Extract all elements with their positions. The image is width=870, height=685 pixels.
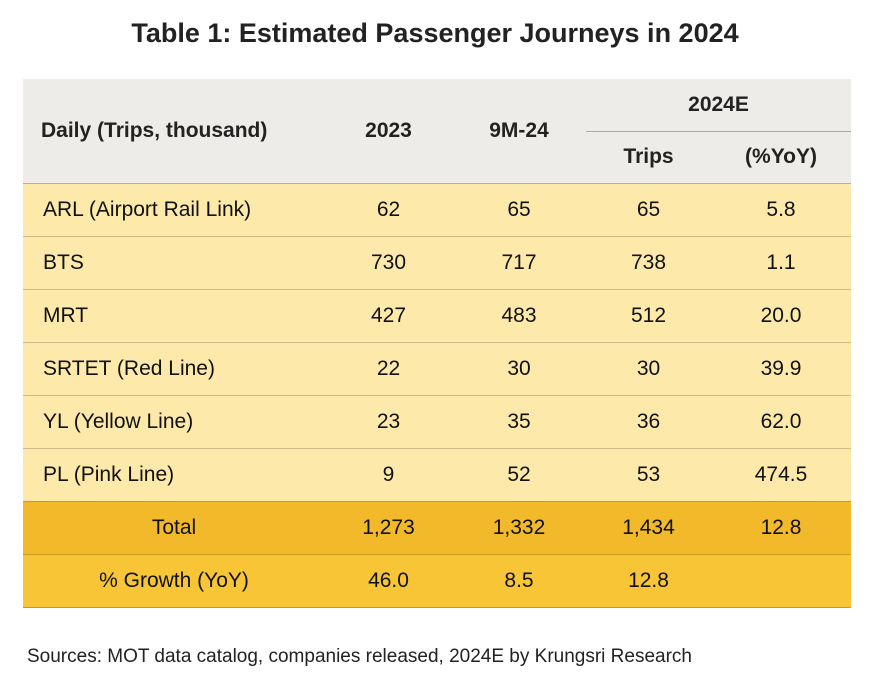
total-trips: 1,434 [586, 500, 711, 554]
cell-2023: 22 [325, 341, 452, 395]
sub-header-yoy: (%YoY) [711, 130, 852, 183]
row-label: PL (Pink Line) [23, 447, 325, 501]
source-note: Sources: MOT data catalog, companies rel… [27, 646, 692, 667]
cell-trips: 738 [586, 235, 711, 289]
cell-trips: 36 [586, 394, 711, 448]
row-label: ARL (Airport Rail Link) [23, 182, 325, 236]
cell-yoy: 62.0 [711, 394, 852, 448]
growth-label: % Growth (YoY) [23, 553, 325, 608]
table-row: BTS 730 717 738 1.1 [23, 235, 852, 289]
table-row: PL (Pink Line) 9 52 53 474.5 [23, 447, 852, 501]
cell-yoy: 39.9 [711, 341, 852, 395]
cell-trips: 53 [586, 447, 711, 501]
total-yoy: 12.8 [711, 500, 852, 554]
cell-2023: 23 [325, 394, 452, 448]
cell-9m24: 30 [452, 341, 586, 395]
cell-2023: 62 [325, 182, 452, 236]
cell-2023: 9 [325, 447, 452, 501]
cell-yoy: 1.1 [711, 235, 852, 289]
col-header-2023: 2023 [325, 79, 452, 183]
row-label: YL (Yellow Line) [23, 394, 325, 448]
table-row: ARL (Airport Rail Link) 62 65 65 5.8 [23, 182, 852, 236]
sub-header-trips: Trips [586, 130, 711, 183]
total-2023: 1,273 [325, 500, 452, 554]
cell-yoy: 20.0 [711, 288, 852, 342]
row-header-label: Daily (Trips, thousand) [23, 79, 325, 183]
col-group-2024e: 2024E [586, 79, 852, 131]
table-row: YL (Yellow Line) 23 35 36 62.0 [23, 394, 852, 448]
cell-9m24: 35 [452, 394, 586, 448]
row-label: SRTET (Red Line) [23, 341, 325, 395]
col-header-9m24: 9M-24 [452, 79, 586, 183]
table-title: Table 1: Estimated Passenger Journeys in… [131, 18, 739, 48]
growth-2023: 46.0 [325, 553, 452, 608]
row-label: BTS [23, 235, 325, 289]
growth-9m24: 8.5 [452, 553, 586, 608]
growth-yoy [711, 553, 852, 608]
table-row: MRT 427 483 512 20.0 [23, 288, 852, 342]
cell-trips: 65 [586, 182, 711, 236]
row-label: MRT [23, 288, 325, 342]
journeys-table: Daily (Trips, thousand) 2023 9M-24 2024E… [23, 79, 852, 608]
growth-row: % Growth (YoY) 46.0 8.5 12.8 [23, 553, 852, 608]
cell-9m24: 52 [452, 447, 586, 501]
total-9m24: 1,332 [452, 500, 586, 554]
table-body: ARL (Airport Rail Link) 62 65 65 5.8 BTS 730 71… [23, 182, 852, 608]
cell-trips: 30 [586, 341, 711, 395]
table-row: SRTET (Red Line) 22 30 30 39.9 [23, 341, 852, 395]
cell-yoy: 5.8 [711, 182, 852, 236]
total-label: Total [23, 500, 325, 554]
cell-9m24: 483 [452, 288, 586, 342]
cell-trips: 512 [586, 288, 711, 342]
total-row: Total 1,273 1,332 1,434 12.8 [23, 500, 852, 554]
cell-9m24: 717 [452, 235, 586, 289]
cell-2023: 730 [325, 235, 452, 289]
cell-yoy: 474.5 [711, 447, 852, 501]
cell-2023: 427 [325, 288, 452, 342]
cell-9m24: 65 [452, 182, 586, 236]
growth-trips: 12.8 [586, 553, 711, 608]
